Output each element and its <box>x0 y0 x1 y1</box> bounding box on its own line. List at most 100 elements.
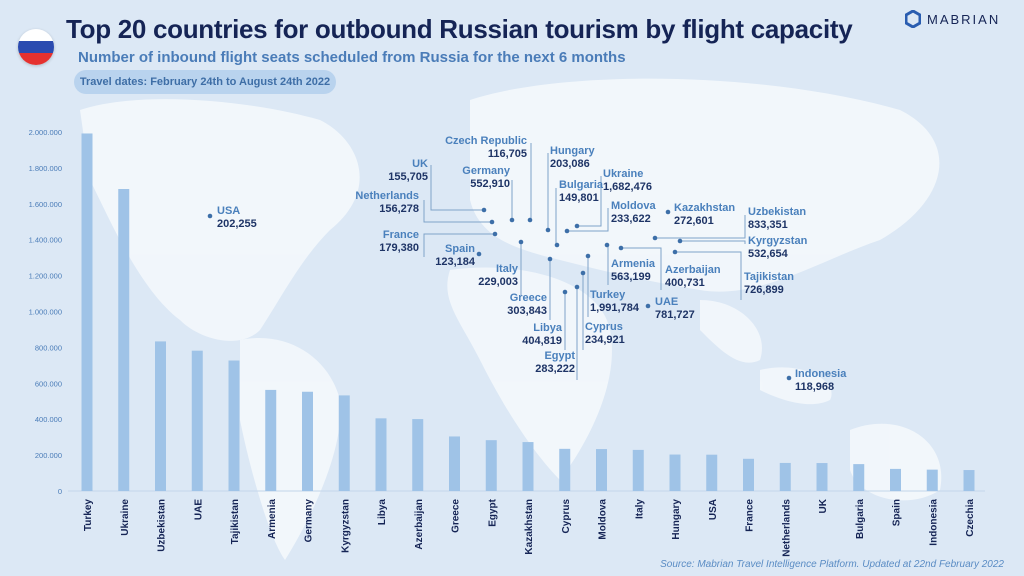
x-tick-label: Moldova <box>598 499 609 540</box>
bar-greece <box>449 436 460 491</box>
map-label-uzbekistan: Uzbekistan 833,351 <box>748 206 806 232</box>
bar-spain <box>890 468 901 491</box>
hexagon-logo-icon <box>905 10 921 28</box>
bar-ukraine <box>118 188 130 492</box>
bar-france <box>743 458 754 491</box>
seat-count: 179,380 <box>379 242 419 254</box>
map-label-usa: USA 202,255 <box>217 205 257 231</box>
x-tick-label: France <box>745 499 756 532</box>
location-dot-italy <box>518 239 524 245</box>
location-dot-turkey <box>585 253 591 259</box>
country-name: Kyrgyzstan <box>748 235 808 247</box>
country-name: Azerbaijan <box>665 264 721 276</box>
location-dot-bulgaria <box>554 242 560 248</box>
bar-armenia <box>265 389 277 491</box>
leader-line-ukraine <box>577 176 602 227</box>
mabrian-logo: MABRIAN <box>905 10 1000 28</box>
location-dot-ukraine <box>574 223 580 229</box>
page-title: Top 20 countries for outbound Russian to… <box>66 14 853 44</box>
bar-hungary <box>669 454 681 491</box>
x-tick-label: Spain <box>892 499 903 526</box>
country-name: Armenia <box>611 258 656 270</box>
location-dot-tajikistan <box>672 249 678 255</box>
y-tick-label: 1.200.000 <box>29 272 62 281</box>
bar-tajikistan <box>228 360 240 491</box>
x-tick-label: Germany <box>304 499 315 543</box>
map-label-egypt: Egypt 283,222 <box>535 350 575 376</box>
location-dot-armenia <box>604 242 610 248</box>
seat-count: 781,727 <box>655 309 695 321</box>
location-dot-france <box>492 231 498 237</box>
seat-count: 283,222 <box>535 363 575 375</box>
country-name: Uzbekistan <box>748 206 807 218</box>
map-label-azerbaijan: Azerbaijan 400,731 <box>665 264 721 290</box>
map-label-italy: Italy 229,003 <box>478 263 518 289</box>
location-dot-uae <box>645 303 651 309</box>
seat-count: 156,278 <box>379 203 419 215</box>
bar-azerbaijan <box>412 419 424 491</box>
leader-line-azerbaijan <box>621 247 662 290</box>
y-tick-label: 1.400.000 <box>29 236 62 245</box>
country-name: Greece <box>509 292 547 304</box>
map-label-indonesia: Indonesia 118,968 <box>795 368 846 394</box>
seat-count: 1,991,784 <box>590 302 639 314</box>
x-tick-label: Czechia <box>965 499 976 537</box>
country-name: Tajikistan <box>744 271 794 283</box>
bar-uk <box>816 463 828 491</box>
bar-kyrgyzstan <box>338 395 350 491</box>
y-tick-label: 1.600.000 <box>29 200 62 209</box>
country-name: Egypt <box>544 350 575 362</box>
location-dot-indonesia <box>786 375 792 381</box>
country-name: Indonesia <box>795 368 847 380</box>
map-label-moldova: Moldova 233,622 <box>611 200 656 226</box>
bar-kazakhstan <box>522 442 534 491</box>
seat-count: 203,086 <box>550 158 590 170</box>
seat-count: 229,003 <box>478 276 518 288</box>
map-label-uk: UK 155,705 <box>388 158 428 184</box>
leader-line-moldova <box>567 208 609 232</box>
seat-count: 202,255 <box>217 218 257 230</box>
location-dot-hungary <box>545 227 551 233</box>
y-tick-label: 200.000 <box>35 451 62 460</box>
bar-germany <box>302 391 313 491</box>
seat-count: 116,705 <box>487 148 527 160</box>
russia-flag-icon <box>18 29 54 65</box>
x-tick-label: UK <box>818 498 829 513</box>
x-tick-label: Turkey <box>83 499 94 531</box>
bar-cyprus <box>559 448 571 491</box>
location-dot-greece <box>547 256 553 262</box>
location-dot-czech-republic <box>527 217 533 223</box>
bar-egypt <box>485 440 497 491</box>
x-tick-label: Uzbekistan <box>157 499 168 552</box>
bar-libya <box>375 418 387 491</box>
location-dot-uzbekistan <box>652 235 658 241</box>
country-name: Germany <box>462 165 510 177</box>
map-label-turkey: Turkey 1,991,784 <box>590 289 639 315</box>
country-name: Moldova <box>611 200 656 212</box>
map-label-spain: Spain 123,184 <box>435 243 475 269</box>
country-name: Netherlands <box>355 190 419 202</box>
x-tick-label: Netherlands <box>781 499 792 557</box>
seat-count: 552,910 <box>470 178 510 190</box>
location-dot-netherlands <box>489 219 495 225</box>
bar-uae <box>191 350 203 491</box>
bar-netherlands <box>779 462 791 491</box>
country-name: Bulgaria <box>559 179 604 191</box>
x-tick-label: Bulgaria <box>855 499 866 539</box>
bar-bulgaria <box>853 464 865 491</box>
x-tick-label: Azerbaijan <box>414 499 425 550</box>
country-name: Hungary <box>550 145 595 157</box>
map-label-cyprus: Cyprus 234,921 <box>585 321 625 347</box>
map-label-kazakhstan: Kazakhstan 272,601 <box>674 202 735 228</box>
x-tick-label: Hungary <box>671 499 682 540</box>
seat-count: 532,654 <box>748 248 788 260</box>
bar-moldova <box>596 449 607 491</box>
leader-line-uk <box>430 165 484 211</box>
x-tick-label: Cyprus <box>561 499 572 534</box>
map-label-kyrgyzstan: Kyrgyzstan 532,654 <box>748 235 807 261</box>
source-note: Source: Mabrian Travel Intelligence Plat… <box>660 559 1004 570</box>
location-dot-libya <box>562 289 568 295</box>
location-dot-moldova <box>564 228 570 234</box>
